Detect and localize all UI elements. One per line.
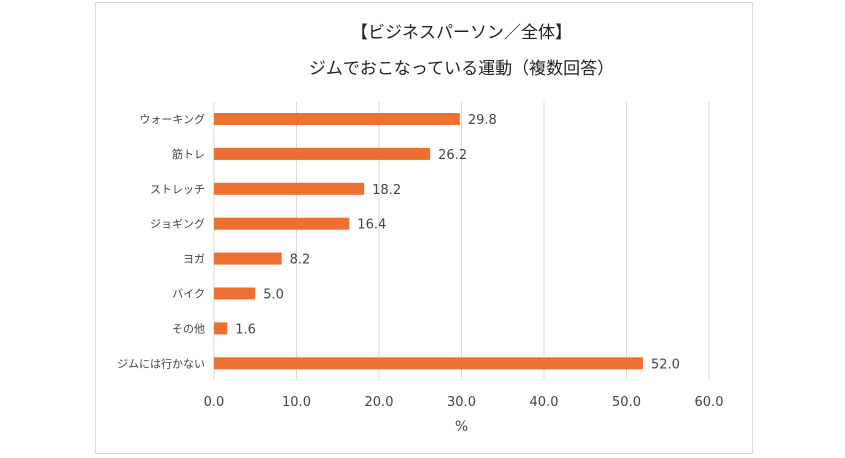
bar: [214, 217, 350, 230]
category-label: ジョギング: [150, 217, 205, 231]
x-tick-label: 40.0: [530, 395, 559, 410]
category-label: ストレッチ: [150, 183, 205, 196]
chart-title-line2: ジムでおこなっている運動（複数回答）: [308, 59, 615, 79]
x-tick-label: 20.0: [365, 395, 394, 410]
x-tick-label: 60.0: [695, 395, 724, 410]
category-label: 筋トレ: [172, 147, 205, 161]
x-tick-label: 10.0: [282, 395, 311, 410]
x-tick-label: 0.0: [204, 395, 225, 410]
category-label: その他: [172, 322, 205, 335]
category-label: ジムには行かない: [117, 357, 205, 370]
data-label: 29.8: [468, 113, 497, 128]
data-label: 52.0: [651, 357, 680, 372]
data-label: 5.0: [263, 288, 284, 303]
bar: [214, 322, 228, 335]
chart-title-line1: 【ビジネスパーソン／全体】: [351, 23, 572, 43]
chart-frame: [95, 2, 753, 454]
x-axis-label: %: [455, 419, 468, 435]
data-label: 8.2: [290, 253, 311, 268]
data-label: 26.2: [438, 148, 467, 163]
bar: [214, 182, 365, 195]
bar: [214, 252, 282, 265]
data-label: 1.6: [235, 322, 256, 337]
bar: [214, 287, 256, 300]
x-tick-label: 50.0: [612, 395, 641, 410]
bar: [214, 113, 460, 125]
data-label: 18.2: [372, 183, 401, 198]
category-label: ヨガ: [183, 253, 205, 266]
category-label: ウォーキング: [139, 112, 205, 126]
data-label: 16.4: [357, 218, 386, 233]
x-tick-label: 30.0: [447, 395, 476, 410]
bar: [214, 357, 643, 370]
category-label: バイク: [172, 288, 205, 301]
bar: [214, 147, 431, 160]
